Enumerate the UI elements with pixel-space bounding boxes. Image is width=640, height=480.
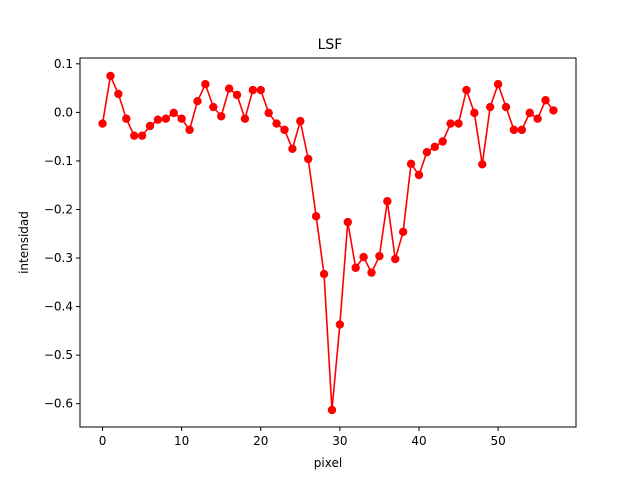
data-point: [478, 160, 487, 169]
axes-frame: [79, 57, 577, 428]
data-point: [106, 71, 115, 81]
data-point: [470, 108, 479, 118]
data-point: [232, 90, 242, 100]
x-tick-label: 30: [332, 434, 347, 448]
data-point: [224, 84, 234, 93]
data-point: [367, 268, 376, 277]
chart-title: LSF: [318, 37, 343, 53]
y-tick-label: 0.1: [54, 57, 73, 71]
data-series: [98, 71, 558, 415]
y-tick-label: −0.3: [44, 251, 73, 265]
data-point: [193, 97, 202, 106]
data-point: [280, 125, 289, 135]
data-point: [414, 170, 424, 180]
data-point: [375, 251, 384, 261]
data-point: [438, 137, 447, 146]
data-point: [493, 80, 503, 89]
data-point: [485, 102, 495, 112]
x-axis-label: pixel: [314, 456, 342, 470]
data-point: [209, 102, 218, 112]
data-point: [217, 112, 226, 121]
data-point: [137, 131, 147, 140]
data-point: [517, 125, 527, 135]
data-point: [264, 108, 273, 118]
data-point: [240, 114, 250, 123]
data-point: [541, 96, 550, 105]
data-point: [288, 144, 297, 153]
data-point: [114, 89, 123, 99]
data-point: [169, 108, 178, 118]
data-point: [122, 114, 131, 123]
data-point: [383, 197, 392, 206]
data-point: [327, 405, 337, 415]
x-tick-label: 20: [253, 434, 268, 448]
data-point: [153, 115, 163, 124]
data-point: [509, 125, 519, 135]
data-point: [343, 217, 352, 227]
data-point: [304, 154, 313, 164]
data-point: [398, 227, 408, 237]
axis-ticks: 0 10 20 30 40 50 0.1 0.0 −0.1 −0.2 −0.3 −0.4 −0.5 −0.…: [44, 57, 506, 448]
y-tick-label: −0.6: [44, 397, 73, 411]
data-point: [359, 252, 368, 262]
data-point: [272, 119, 281, 128]
y-tick-label: −0.2: [44, 202, 73, 216]
data-point: [406, 159, 416, 169]
data-point: [462, 85, 471, 95]
data-point: [501, 102, 511, 112]
data-point: [525, 108, 534, 118]
data-point: [446, 119, 455, 128]
data-point: [145, 121, 155, 131]
data-point: [422, 147, 432, 157]
y-tick-label: −0.5: [44, 348, 73, 362]
data-point: [177, 114, 186, 123]
data-point: [248, 85, 258, 95]
data-point: [296, 116, 305, 126]
x-tick-label: 10: [174, 434, 189, 448]
y-tick-label: 0.0: [54, 105, 73, 119]
data-point: [129, 131, 139, 140]
x-tick-label: 0: [99, 434, 107, 448]
x-tick-label: 40: [411, 434, 426, 448]
data-point: [351, 263, 360, 272]
x-tick-label: 50: [490, 434, 505, 448]
data-point: [201, 80, 210, 89]
data-point: [335, 320, 345, 329]
y-axis-label: intensidad: [17, 211, 31, 274]
data-point: [533, 114, 542, 123]
data-point: [256, 85, 265, 95]
data-point: [185, 125, 194, 135]
data-point: [454, 119, 463, 128]
data-point: [319, 269, 329, 279]
data-point: [549, 106, 558, 115]
data-point: [98, 119, 107, 128]
data-point: [161, 114, 171, 123]
data-point: [430, 142, 439, 152]
series-line: [101, 75, 555, 411]
y-tick-label: −0.1: [44, 154, 73, 168]
y-tick-label: −0.4: [44, 300, 73, 314]
data-point: [311, 212, 321, 221]
data-point: [391, 254, 400, 264]
